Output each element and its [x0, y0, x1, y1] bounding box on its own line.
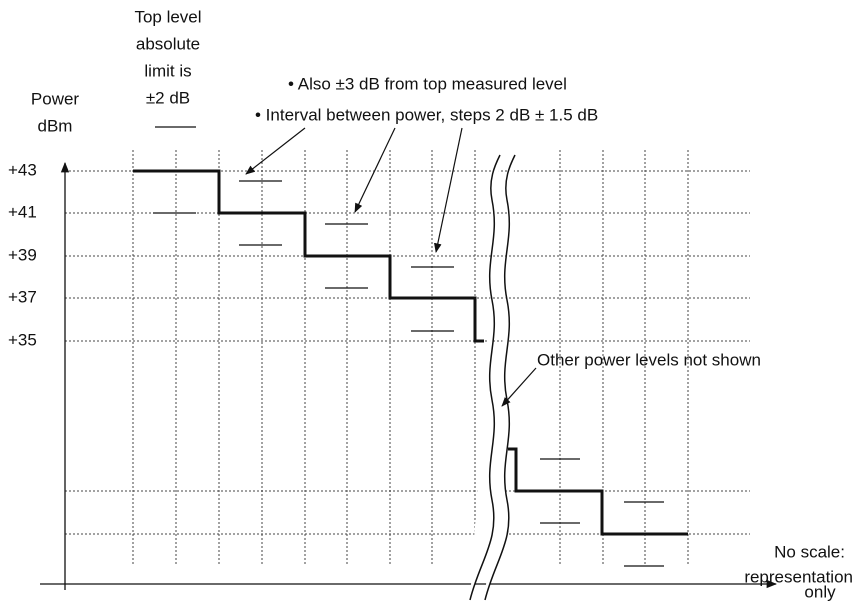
scale-note: No scale: [774, 542, 845, 561]
axis-title: Power [31, 89, 80, 108]
scale-note: only [804, 582, 836, 601]
callout: • Interval between power, steps 2 dB ± 1… [255, 105, 598, 124]
y-label: +35 [8, 330, 37, 349]
staircase [133, 169, 484, 343]
y-label: +39 [8, 245, 37, 264]
y-label: +41 [8, 202, 37, 221]
pointers [245, 127, 537, 407]
note: ±2 dB [146, 88, 190, 107]
break-note: Other power levels not shown [537, 350, 761, 369]
callout: • Also ±3 dB from top measured level [288, 74, 567, 93]
axis-title: dBm [38, 116, 73, 135]
scale-note: representation [744, 567, 853, 586]
staircase [508, 447, 688, 536]
y-label: +43 [8, 160, 37, 179]
y-label: +37 [8, 287, 37, 306]
note: absolute [136, 34, 200, 53]
axis-break [469, 154, 516, 601]
note: Top level [134, 7, 201, 26]
note: limit is [144, 61, 191, 80]
grid [65, 150, 750, 565]
limit-marks [153, 126, 664, 567]
